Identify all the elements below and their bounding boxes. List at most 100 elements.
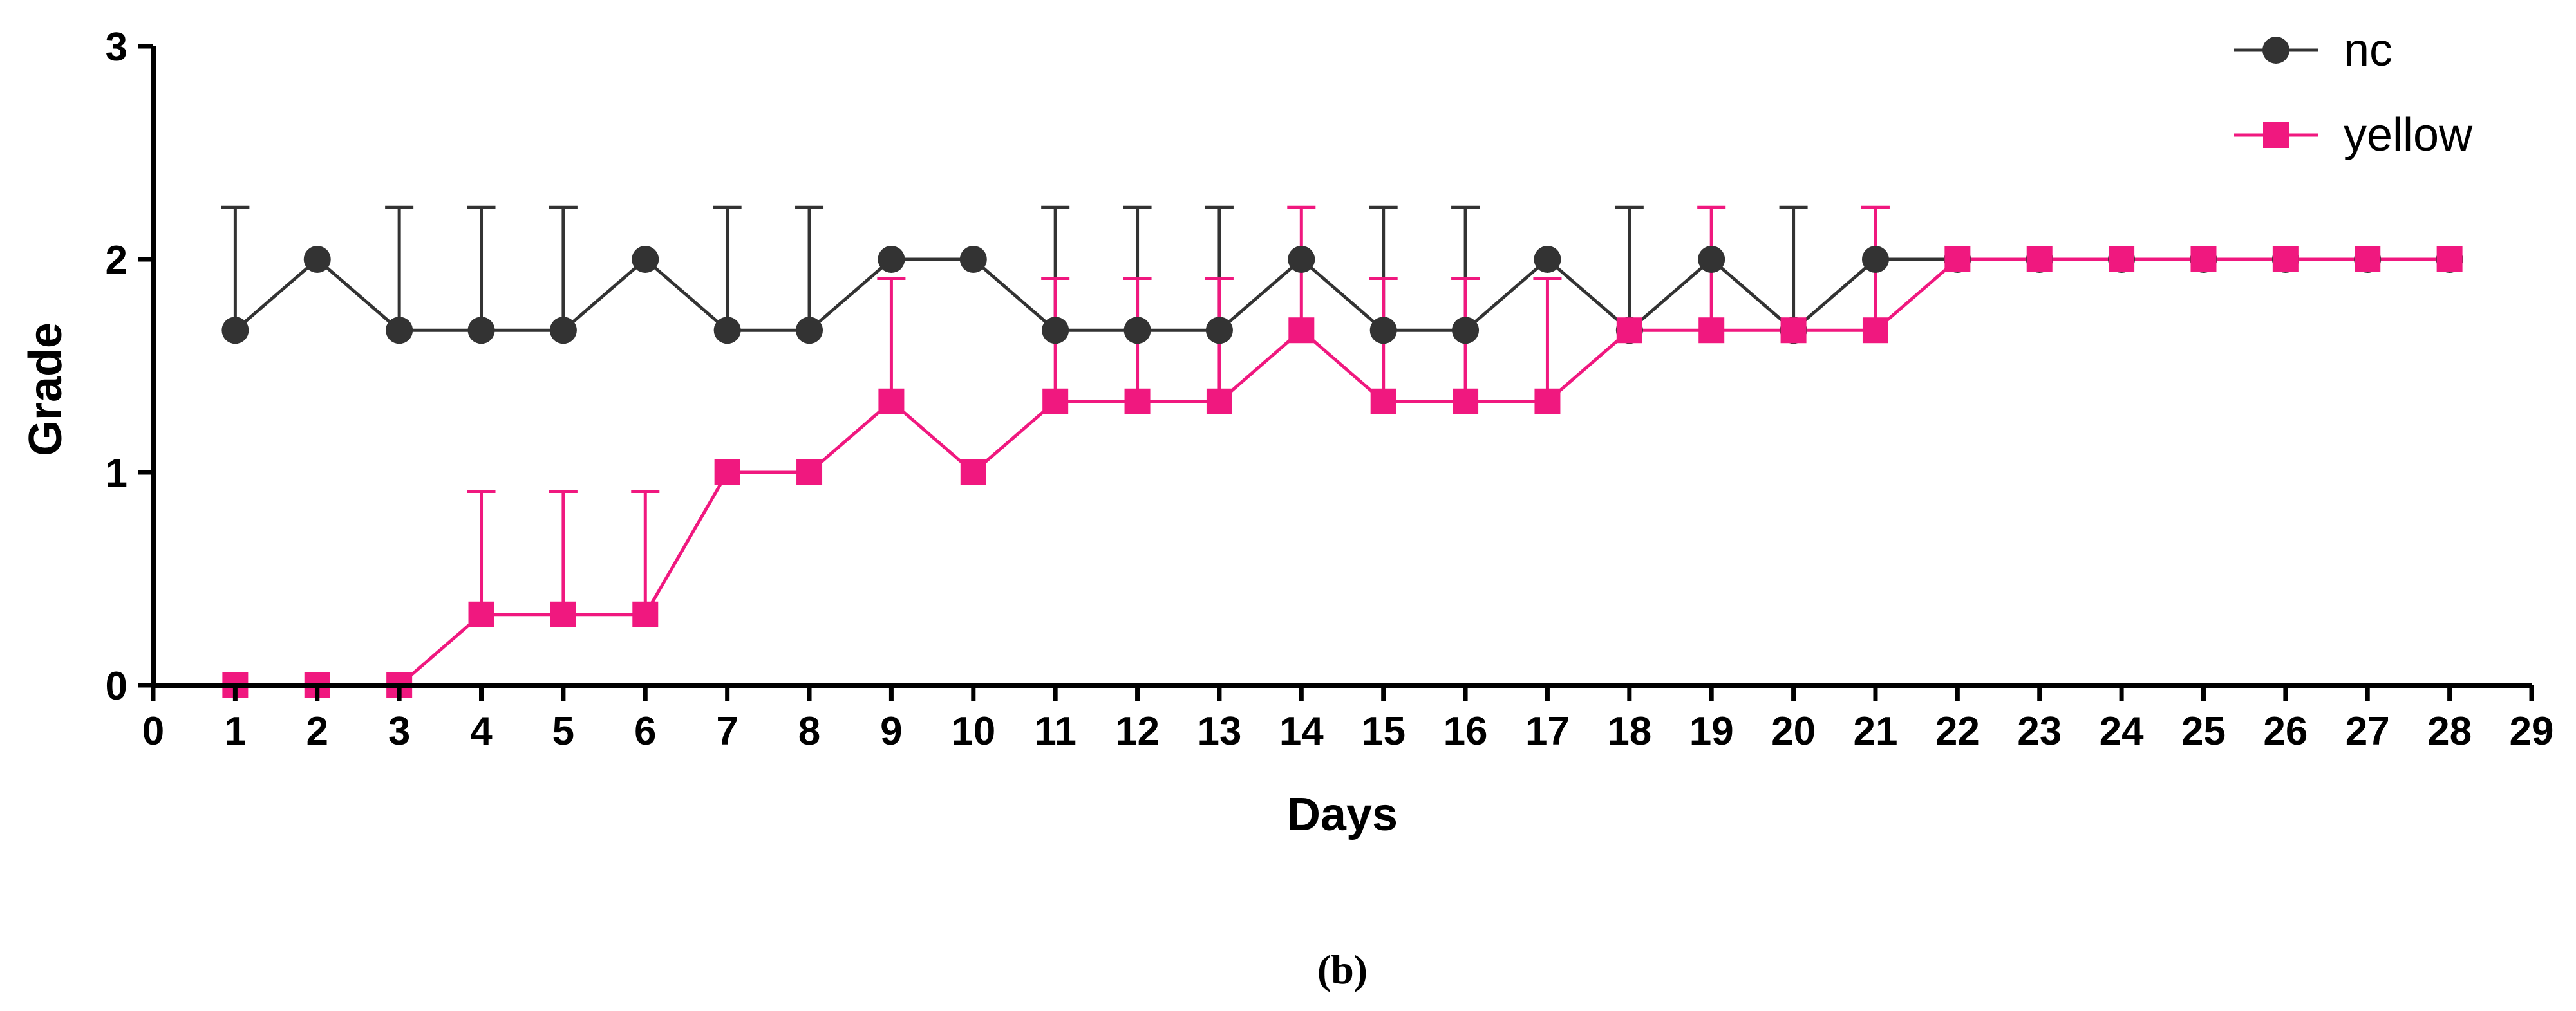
x-tick-label: 20	[1771, 709, 1816, 754]
nc-error-bar	[467, 205, 496, 331]
yellow-point	[2109, 246, 2135, 272]
yellow-point	[1616, 317, 1642, 344]
yellow-point	[1042, 388, 1069, 414]
nc-point	[1369, 317, 1397, 344]
nc-point	[386, 317, 413, 344]
nc-point	[713, 317, 741, 344]
x-tick-label: 9	[880, 709, 902, 754]
yellow-point	[550, 601, 576, 627]
x-tick-label: 23	[2017, 709, 2062, 754]
x-tick-label: 18	[1607, 709, 1651, 754]
y-axis-title: Grade	[20, 322, 71, 456]
yellow-point	[1124, 388, 1151, 414]
yellow-point	[2272, 246, 2299, 272]
x-tick-label: 16	[1443, 709, 1488, 754]
nc-error-bar	[221, 205, 250, 331]
yellow-point	[878, 388, 905, 414]
y-tick-label: 1	[106, 451, 127, 496]
x-tick-label: 2	[306, 709, 328, 754]
nc-error-bar	[795, 205, 824, 331]
nc-point	[467, 317, 495, 344]
yellow-point	[1698, 317, 1725, 344]
x-tick-label: 10	[951, 709, 995, 754]
yellow-point	[632, 601, 659, 627]
yellow-point	[1944, 246, 1971, 272]
legend-label: nc	[2344, 24, 2393, 76]
legend-label: yellow	[2344, 109, 2473, 161]
yellow-point	[1780, 317, 1807, 344]
yellow-point	[1453, 388, 1479, 414]
nc-point	[878, 246, 905, 273]
legend-item-yellow: yellow	[2234, 109, 2473, 161]
yellow-point	[1206, 388, 1232, 414]
nc-error-bar	[385, 205, 414, 331]
x-tick-label: 29	[2510, 709, 2554, 754]
yellow-point	[2026, 246, 2053, 272]
x-tick-label: 3	[388, 709, 410, 754]
yellow-point	[2436, 246, 2463, 272]
nc-error-bar	[549, 205, 578, 331]
yellow-point	[796, 459, 823, 485]
x-tick-label: 5	[552, 709, 574, 754]
x-tick-label: 4	[470, 709, 493, 754]
yellow-error-bar	[1533, 276, 1562, 402]
yellow-error-bar	[877, 276, 906, 402]
yellow-point	[714, 459, 740, 485]
x-tick-label: 7	[716, 709, 738, 754]
axes: 0 1 2 3 4 5 6 7 8 9 10 11 12 13 14 15 16 17 18 19 20 21 22 23 24…	[106, 25, 2554, 754]
nc-point	[1288, 246, 1315, 273]
x-tick-label: 0	[142, 709, 164, 754]
nc-point	[1205, 317, 1233, 344]
legend-marker	[2262, 37, 2289, 64]
x-tick-label: 14	[1279, 709, 1324, 754]
nc-point	[796, 317, 823, 344]
nc-point	[303, 246, 331, 273]
yellow-point	[2355, 246, 2381, 272]
yellow-error-bar	[631, 489, 660, 615]
yellow-line	[235, 257, 2450, 687]
yellow-point	[2190, 246, 2217, 272]
y-tick-label: 2	[106, 238, 127, 283]
yellow-point	[468, 601, 494, 627]
x-tick-label: 6	[634, 709, 656, 754]
figure-caption: (b)	[1317, 947, 1368, 992]
x-tick-label: 21	[1853, 709, 1897, 754]
legend-marker	[2263, 122, 2289, 148]
nc-point	[1861, 246, 1889, 273]
yellow-error-bar	[467, 489, 496, 615]
x-tick-label: 17	[1525, 709, 1570, 754]
y-tick-label: 0	[106, 664, 127, 709]
series-lines	[234, 257, 2450, 687]
yellow-point	[1534, 388, 1561, 414]
legend: nc yellow	[2234, 24, 2473, 161]
nc-point	[632, 246, 659, 273]
nc-point	[1042, 317, 1069, 344]
nc-point	[549, 317, 577, 344]
x-tick-label: 28	[2427, 709, 2472, 754]
x-tick-label: 22	[1935, 709, 1980, 754]
nc-point	[1534, 246, 1561, 273]
yellow-point	[1862, 317, 1888, 344]
x-tick-label: 24	[2100, 709, 2144, 754]
nc-point	[221, 317, 249, 344]
x-tick-label: 12	[1115, 709, 1160, 754]
x-tick-label: 1	[224, 709, 246, 754]
nc-point	[1452, 317, 1480, 344]
x-tick-label: 15	[1361, 709, 1406, 754]
yellow-point	[960, 459, 986, 485]
x-tick-label: 26	[2263, 709, 2308, 754]
y-tick-label: 3	[106, 25, 127, 70]
x-tick-label: 27	[2346, 709, 2390, 754]
x-axis-title: Days	[1287, 789, 1398, 840]
x-tick-label: 8	[798, 709, 820, 754]
x-tick-label: 19	[1689, 709, 1734, 754]
nc-error-bar	[713, 205, 742, 331]
markers	[221, 246, 2463, 698]
nc-error-bar	[1615, 205, 1644, 331]
nc-error-bar	[1779, 205, 1808, 331]
yellow-point	[1370, 388, 1396, 414]
yellow-error-bar	[549, 489, 578, 615]
legend-item-nc: nc	[2234, 24, 2393, 76]
nc-point	[1123, 317, 1151, 344]
